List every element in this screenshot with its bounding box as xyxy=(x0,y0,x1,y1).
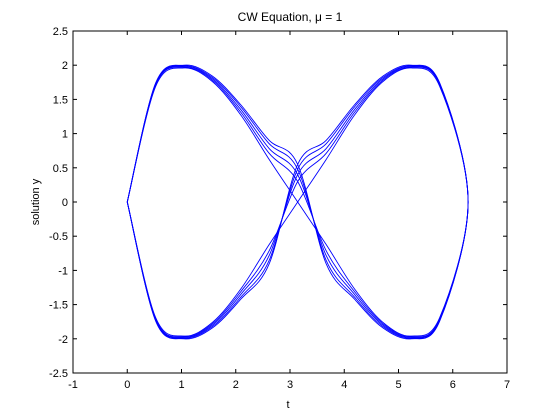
y-tick-label: 0 xyxy=(62,197,68,209)
y-tick-label: 1.5 xyxy=(53,94,68,106)
y-tick-label: -1.5 xyxy=(49,300,68,312)
x-tick-label: 4 xyxy=(341,379,347,391)
tick-labels: -1 0 1 2 3 4 5 6 7 2.5 2 1.5 1 0.5 0 -0.5 -1 -1.5 -2 -2.5 xyxy=(49,26,510,391)
x-tick-label: 3 xyxy=(287,379,293,391)
x-tick-label: 0 xyxy=(124,379,130,391)
x-tick-label: 6 xyxy=(450,379,456,391)
x-tick-label: 5 xyxy=(395,379,401,391)
y-tick-label: 1 xyxy=(62,129,68,141)
y-tick-label: 2.5 xyxy=(53,26,68,38)
y-tick-label: -2 xyxy=(58,334,68,346)
solution-curves xyxy=(126,64,469,340)
plot-area xyxy=(73,31,507,373)
y-tick-label: 0.5 xyxy=(53,163,68,175)
y-tick-label: -0.5 xyxy=(49,231,68,243)
chart-title: CW Equation, μ = 1 xyxy=(238,10,343,24)
x-tick-label: 7 xyxy=(504,379,510,391)
x-tick-label: 1 xyxy=(178,379,184,391)
y-axis-label: solution y xyxy=(30,178,42,225)
solution-curve-5 xyxy=(126,64,469,340)
x-axis-label: t xyxy=(286,399,289,411)
y-tick-label: 2 xyxy=(62,60,68,72)
y-tick-label: -2.5 xyxy=(49,368,68,380)
y-tick-label: -1 xyxy=(58,265,68,277)
x-tick-label: -1 xyxy=(68,379,78,391)
axis-ticks xyxy=(72,30,508,374)
x-tick-label: 2 xyxy=(233,379,239,391)
